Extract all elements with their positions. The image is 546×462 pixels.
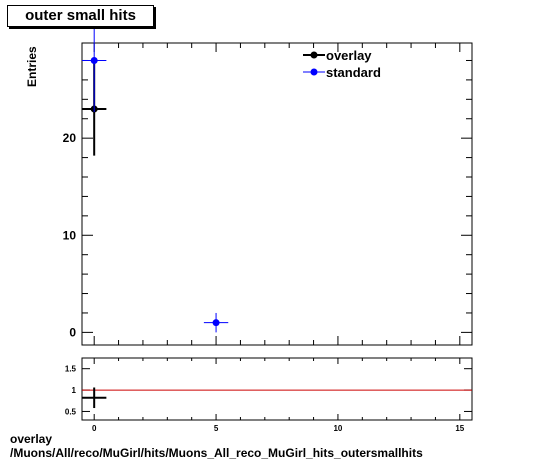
y-tick-label: 20 xyxy=(63,131,77,145)
marker xyxy=(90,56,98,64)
data-point-standard xyxy=(203,312,229,333)
ratio-plot-frame xyxy=(81,357,473,421)
legend-entry-overlay: overlay xyxy=(303,48,372,63)
chart-title: outer small hits xyxy=(25,7,136,24)
footer: overlay /Muons/All/reco/MuGirl/hits/Muon… xyxy=(10,432,423,460)
marker xyxy=(212,319,220,327)
main-plot-frame xyxy=(81,42,473,346)
y-tick-label: 0 xyxy=(69,325,76,339)
legend-entry-standard: standard xyxy=(303,65,381,80)
ratio-y-tick-label: 1 xyxy=(72,386,77,395)
ratio-point xyxy=(82,387,107,409)
x-tick-label: 5 xyxy=(214,424,219,433)
legend-marker xyxy=(310,51,318,59)
legend-label: overlay xyxy=(326,48,372,63)
x-tick-label: 10 xyxy=(333,424,342,433)
legend-marker xyxy=(310,68,318,76)
y-axis-label: Entries xyxy=(25,46,39,87)
legend-label: standard xyxy=(326,65,381,80)
legend: overlay standard xyxy=(303,48,381,80)
ratio-y-tick-label: 1.5 xyxy=(65,365,77,374)
y-tick-label: 10 xyxy=(63,228,77,242)
chart-title-box: outer small hits xyxy=(7,5,154,27)
footer-line-2: /Muons/All/reco/MuGirl/hits/Muons_All_re… xyxy=(10,446,423,460)
footer-line-1: overlay xyxy=(10,432,53,446)
x-tick-label: 0 xyxy=(92,424,97,433)
x-tick-label: 15 xyxy=(455,424,464,433)
ratio-y-tick-label: 0.5 xyxy=(65,407,77,416)
